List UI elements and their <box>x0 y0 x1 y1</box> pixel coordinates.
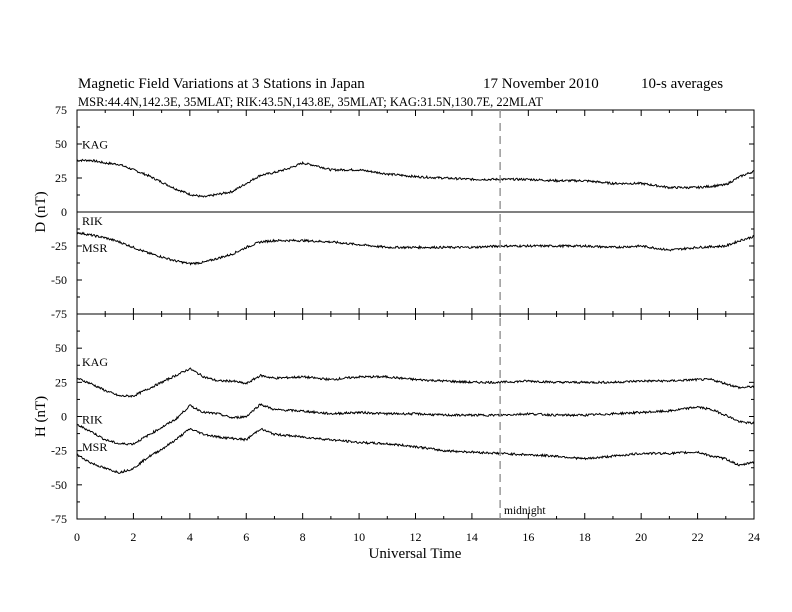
y-tick-label: -75 <box>51 307 67 321</box>
x-tick-label: 0 <box>74 530 80 544</box>
chart-title: Magnetic Field Variations at 3 Stations … <box>78 76 365 92</box>
stations-line: MSR:44.4N,142.3E, 35MLAT; RIK:43.5N,143.… <box>78 95 543 109</box>
series-line-rik-2 <box>76 403 755 446</box>
x-axis-label: Universal Time <box>369 546 462 562</box>
y-tick-label: 75 <box>55 103 67 117</box>
x-tick-label: 12 <box>410 530 422 544</box>
x-tick-label: 16 <box>522 530 534 544</box>
y-axis-label-1: D (nT) <box>33 191 49 232</box>
x-tick-label: 20 <box>635 530 647 544</box>
y-axis-label-2: H (nT) <box>33 396 49 437</box>
chart-date: 17 November 2010 <box>483 76 599 92</box>
y-tick-label: 50 <box>55 137 67 151</box>
x-tick-label: 18 <box>579 530 591 544</box>
y-tick-label: -50 <box>51 478 67 492</box>
y-tick-label: 0 <box>61 205 67 219</box>
x-tick-label: 24 <box>748 530 760 544</box>
y-tick-label: -25 <box>51 444 67 458</box>
series-line-msr-2 <box>76 427 755 474</box>
series-label-msr: MSR <box>82 241 107 255</box>
series-label-kag: KAG <box>82 355 108 369</box>
x-tick-label: 14 <box>466 530 478 544</box>
y-tick-label: -25 <box>51 239 67 253</box>
plot-area: 75 50 25 0 -25 -50 -75 D (nT) KAG RIK MSR 50 25 0 -25 -… <box>33 103 760 544</box>
series-label-msr: MSR <box>82 440 107 454</box>
chart-averaging: 10-s averages <box>641 76 723 92</box>
y-tick-label: 25 <box>55 171 67 185</box>
series-line-msr-1 <box>76 231 755 266</box>
chart-titles: Magnetic Field Variations at 3 Stations … <box>78 76 723 109</box>
series-label-rik: RIK <box>82 413 103 427</box>
y-tick-label: 0 <box>61 410 67 424</box>
midnight-label: midnight <box>504 505 546 517</box>
series-label-kag: KAG <box>82 137 108 151</box>
series-line-kag-2 <box>76 367 755 398</box>
x-tick-label: 22 <box>692 530 704 544</box>
y-tick-label: 50 <box>55 341 67 355</box>
x-tick-label: 6 <box>243 530 249 544</box>
x-tick-label: 8 <box>300 530 306 544</box>
y-tick-label: 25 <box>55 375 67 389</box>
y-tick-label: -75 <box>51 512 67 526</box>
x-tick-label: 10 <box>353 530 365 544</box>
x-tick-label: 4 <box>187 530 193 544</box>
y-tick-label: -50 <box>51 273 67 287</box>
series-label-rik: RIK <box>82 214 103 228</box>
x-tick-label: 2 <box>130 530 136 544</box>
series-line-kag-1 <box>76 158 755 198</box>
